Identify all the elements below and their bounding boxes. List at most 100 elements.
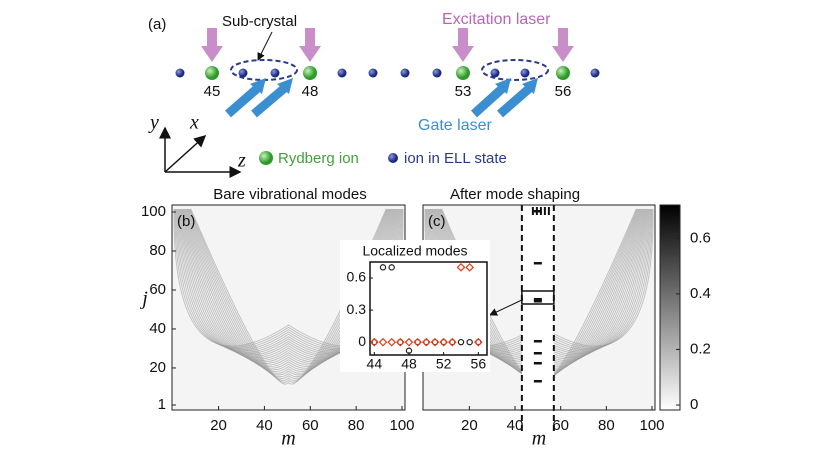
inset-point [473,337,483,347]
inset-y-tick-label: 0 [358,333,366,349]
ell-ion [368,68,378,78]
excitation-label: Excitation laser [442,11,551,28]
inset-point [466,338,473,346]
ion-label: 53 [455,83,472,100]
gate-arrow [470,82,509,118]
rydberg-ion [303,66,317,80]
inset-point [457,338,465,346]
panel-title: After mode shaping [450,186,580,203]
inset-point [447,337,457,347]
localized-mode [533,380,542,383]
sub-crystal-label: Sub-crystal [222,13,297,30]
legend-label: Rydberg ion [278,150,359,167]
inset-point [440,338,447,346]
inset-y-tick-label: 0.3 [347,301,367,317]
sub-crystal [481,59,549,81]
gate-arrow-head [250,78,266,94]
localized-mode [533,362,542,365]
gate-arrow [251,82,290,118]
inset-point [388,264,395,271]
x-tick-label: 60 [302,417,319,434]
gate-arrow-head [522,78,538,94]
x-tick-label: 100 [389,417,414,434]
inset-title: Localized modes [362,243,467,259]
localized-mode [547,207,550,215]
highlight-box [521,290,555,305]
axis-arrow [164,134,207,173]
x-tick-label: 40 [507,417,524,434]
x-tick-label: 40 [256,417,273,434]
x-axis-label: m [532,428,546,450]
gate-label: Gate laser [418,117,492,134]
localized-mode [533,262,542,265]
y-axis-label: j [139,288,148,310]
legend-marker [388,153,398,163]
localized-mode [543,207,546,215]
inset-point [405,347,413,354]
x-tick-label: 80 [348,417,365,434]
legend-marker [259,151,273,165]
localized-gap [521,206,554,409]
axis-name: y [148,112,159,134]
ell-ion [175,68,185,78]
ell-ion [400,68,410,78]
panel-title: Bare vibrational modes [213,186,366,203]
localized-mode [539,207,542,215]
inset-frame [369,261,488,356]
panel-label: (a) [148,16,166,33]
gate-arrow-head [277,78,293,94]
axis-name: x [189,112,199,134]
rydberg-ion [456,66,470,80]
inset-x-tick-label: 56 [471,356,487,372]
inset-x-tick-label: 48 [401,356,417,372]
legend-label: ion in ELL state [404,150,507,167]
y-tick-label: 100 [141,203,166,220]
localized-mode [533,340,542,343]
ell-ion [490,68,500,78]
inset-y-tick-label: 0.6 [347,269,367,285]
y-tick-label: 60 [149,281,166,298]
ion-label: 48 [302,83,319,100]
inset-point [423,338,430,346]
ell-ion [432,68,442,78]
axis-name: z [237,150,246,172]
y-tick-label: 80 [149,242,166,259]
inset-point [379,264,387,271]
localized-mode [535,207,538,215]
inset-point [378,337,388,347]
x-tick-label: 20 [461,417,478,434]
inset-point [404,337,414,347]
gate-arrow [225,82,263,118]
colorbar [659,204,681,411]
inset-point [439,337,449,347]
inset-point [371,338,378,346]
inset-point [449,338,456,346]
pointer-arrow [489,299,523,316]
colorbar-tick-label: 0.2 [690,340,711,357]
localized-mode [533,298,542,301]
colorbar-tick-label: 0.6 [690,229,711,246]
excitation-arrow [552,28,574,62]
ion-label: 45 [204,83,221,100]
excitation-arrow [201,28,223,62]
ell-ion [270,68,280,78]
inset-x-tick-label: 44 [367,356,383,372]
localized-mode [533,352,542,355]
x-tick-label: 20 [210,417,227,434]
inset-point [369,337,379,347]
ion-label: 56 [555,83,572,100]
x-tick-label: 60 [552,417,569,434]
colorbar-tick-label: 0.4 [690,285,711,302]
localized-mode [531,207,534,215]
panel-label: (b) [177,213,195,230]
inset-x-tick-label: 52 [436,356,452,372]
inset-point [387,337,397,347]
inset-point [414,338,421,346]
rydberg-ion [556,66,570,80]
inset-point [397,338,404,346]
rydberg-ion [205,66,219,80]
y-tick-label: 40 [149,320,166,337]
ell-ion [520,68,530,78]
y-tick-label: 20 [149,359,166,376]
